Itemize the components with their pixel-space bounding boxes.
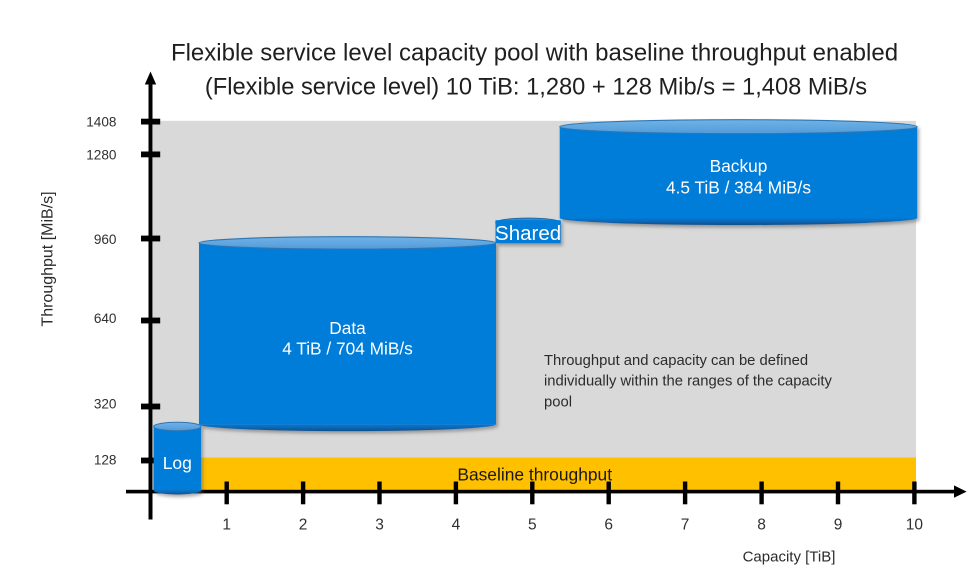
svg-text:Shared: Shared [495, 222, 561, 245]
svg-text:8: 8 [757, 517, 766, 534]
svg-text:Baseline throughput: Baseline throughput [457, 464, 612, 484]
svg-text:5: 5 [528, 517, 537, 534]
svg-text:pool: pool [544, 394, 572, 410]
svg-text:4: 4 [452, 517, 461, 534]
svg-text:Log: Log [163, 453, 192, 473]
svg-text:Flexible service level capacit: Flexible service level capacity pool wit… [171, 39, 898, 66]
svg-text:1: 1 [222, 517, 231, 534]
svg-text:7: 7 [681, 517, 690, 534]
svg-text:960: 960 [94, 232, 117, 247]
svg-text:1280: 1280 [86, 147, 117, 162]
svg-text:individually within the ranges: individually within the ranges of the ca… [544, 374, 832, 390]
svg-text:Data: Data [329, 318, 366, 338]
svg-text:4.5 TiB / 384 MiB/s: 4.5 TiB / 384 MiB/s [666, 177, 811, 197]
svg-text:3: 3 [375, 517, 384, 534]
svg-text:10: 10 [906, 517, 924, 534]
svg-text:1408: 1408 [86, 115, 116, 130]
svg-text:2: 2 [299, 517, 308, 534]
svg-text:(Flexible service level) 10 Ti: (Flexible service level) 10 TiB: 1,280 +… [205, 74, 867, 100]
svg-text:640: 640 [94, 311, 117, 326]
svg-text:Throughput [MiB/s]: Throughput [MiB/s] [40, 191, 57, 326]
svg-text:Throughput and capacity can be: Throughput and capacity can be defined [544, 353, 808, 369]
svg-text:Capacity [TiB]: Capacity [TiB] [743, 549, 836, 566]
svg-text:Backup: Backup [710, 156, 768, 176]
svg-text:9: 9 [834, 517, 843, 534]
svg-text:6: 6 [604, 517, 613, 534]
svg-text:4 TiB / 704 MiB/s: 4 TiB / 704 MiB/s [282, 338, 413, 358]
svg-text:128: 128 [94, 452, 117, 467]
svg-text:320: 320 [94, 396, 117, 411]
